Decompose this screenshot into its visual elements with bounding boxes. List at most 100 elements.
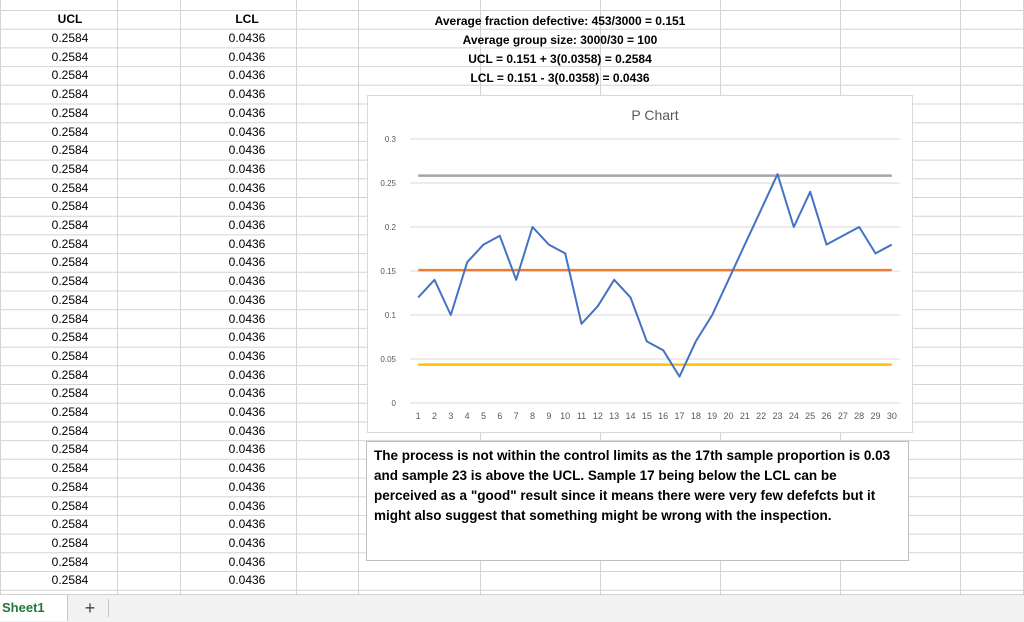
- ucl-value-cell[interactable]: 0.2584: [51, 87, 89, 102]
- ucl-value-cell[interactable]: 0.2584: [51, 479, 89, 494]
- ucl-column-header[interactable]: UCL: [57, 12, 83, 26]
- x-tick-label: 12: [593, 411, 603, 421]
- ucl-value-cell[interactable]: 0.2584: [51, 386, 89, 401]
- lcl-value-cell[interactable]: 0.0436: [228, 87, 266, 102]
- lcl-value-cell[interactable]: 0.0436: [228, 292, 266, 307]
- ucl-value-cell[interactable]: 0.2584: [51, 105, 89, 120]
- x-tick-label: 17: [674, 411, 684, 421]
- lcl-value-cell[interactable]: 0.0436: [228, 143, 266, 158]
- x-tick-label: 20: [723, 411, 733, 421]
- x-tick-label: 23: [772, 411, 782, 421]
- ucl-value-cell[interactable]: 0.2584: [51, 367, 89, 382]
- sheet-tab-bar: Sheet1 +: [0, 594, 1024, 622]
- ucl-value-cell[interactable]: 0.2584: [51, 31, 89, 45]
- lcl-value-cell[interactable]: 0.0436: [228, 405, 266, 419]
- ucl-value-cell[interactable]: 0.2584: [51, 405, 89, 419]
- lcl-value-cell[interactable]: 0.0436: [228, 386, 266, 401]
- formula-lcl[interactable]: LCL = 0.151 - 3(0.0358) = 0.0436: [470, 71, 650, 85]
- lcl-value-cell[interactable]: 0.0436: [228, 311, 266, 326]
- lcl-value-cell[interactable]: 0.0436: [228, 330, 266, 345]
- ucl-value-cell[interactable]: 0.2584: [51, 292, 89, 307]
- lcl-value-cell[interactable]: 0.0436: [228, 124, 266, 139]
- formula-ucl[interactable]: UCL = 0.151 + 3(0.0358) = 0.2584: [468, 52, 652, 66]
- chart-title: P Chart: [631, 107, 678, 123]
- lcl-value-cell[interactable]: 0.0436: [228, 31, 266, 45]
- lcl-value-cell[interactable]: 0.0436: [228, 218, 266, 232]
- lcl-value-cell[interactable]: 0.0436: [228, 517, 266, 532]
- y-tick-label: 0.2: [385, 223, 397, 232]
- x-tick-label: 6: [497, 411, 502, 421]
- p-chart[interactable]: P Chart 0 0.05 0.1 0.15 0.2 0.25 0.3 1 2 3 4 5 6 7 8 9 10…: [367, 95, 913, 433]
- x-tick-label: 10: [560, 411, 570, 421]
- x-tick-label: 18: [691, 411, 701, 421]
- ucl-value-cell[interactable]: 0.2584: [51, 423, 89, 438]
- x-tick-label: 9: [546, 411, 551, 421]
- x-tick-label: 14: [625, 411, 635, 421]
- lcl-value-cell[interactable]: 0.0436: [228, 68, 266, 83]
- lcl-column-header[interactable]: LCL: [235, 12, 259, 26]
- lcl-value-cell[interactable]: 0.0436: [228, 498, 266, 513]
- ucl-value-cell[interactable]: 0.2584: [51, 554, 89, 569]
- ucl-value-cell[interactable]: 0.2584: [51, 348, 89, 363]
- x-tick-label: 30: [887, 411, 897, 421]
- x-tick-label: 4: [465, 411, 470, 421]
- x-tick-label: 15: [642, 411, 652, 421]
- x-tick-label: 3: [448, 411, 453, 421]
- x-tick-label: 5: [481, 411, 486, 421]
- tab-divider: [108, 599, 109, 617]
- lcl-value-cell[interactable]: 0.0436: [228, 442, 266, 457]
- lcl-value-cell[interactable]: 0.0436: [228, 479, 266, 494]
- add-sheet-button[interactable]: +: [84, 598, 96, 618]
- x-tick-label: 19: [707, 411, 717, 421]
- ucl-value-cell[interactable]: 0.2584: [51, 161, 89, 176]
- x-tick-label: 29: [870, 411, 880, 421]
- lcl-value-cell[interactable]: 0.0436: [228, 236, 266, 251]
- formula-avg-fraction[interactable]: Average fraction defective: 453/3000 = 0…: [434, 14, 686, 28]
- ucl-value-cell[interactable]: 0.2584: [51, 274, 89, 289]
- ucl-value-cell[interactable]: 0.2584: [51, 180, 89, 195]
- x-tick-label: 25: [805, 411, 815, 421]
- sheet-tab-sheet1[interactable]: Sheet1: [0, 595, 68, 621]
- conclusion-text-box[interactable]: The process is not within the control li…: [366, 441, 909, 561]
- lcl-value-cell[interactable]: 0.0436: [228, 274, 266, 289]
- ucl-value-cell[interactable]: 0.2584: [51, 330, 89, 345]
- ucl-value-cell[interactable]: 0.2584: [51, 199, 89, 214]
- lcl-value-cell[interactable]: 0.0436: [228, 535, 266, 550]
- x-tick-label: 1: [416, 411, 421, 421]
- lcl-value-cell[interactable]: 0.0436: [228, 573, 266, 588]
- ucl-value-cell[interactable]: 0.2584: [51, 218, 89, 232]
- x-tick-label: 2: [432, 411, 437, 421]
- ucl-value-cell[interactable]: 0.2584: [51, 143, 89, 158]
- x-tick-label: 27: [838, 411, 848, 421]
- lcl-value-cell[interactable]: 0.0436: [228, 423, 266, 438]
- ucl-value-cell[interactable]: 0.2584: [51, 442, 89, 457]
- x-tick-label: 11: [577, 411, 586, 421]
- ucl-value-cell[interactable]: 0.2584: [51, 461, 89, 476]
- lcl-value-cell[interactable]: 0.0436: [228, 105, 266, 120]
- ucl-value-cell[interactable]: 0.2584: [51, 498, 89, 513]
- ucl-value-cell[interactable]: 0.2584: [51, 124, 89, 139]
- x-tick-label: 13: [609, 411, 619, 421]
- lcl-value-cell[interactable]: 0.0436: [228, 49, 266, 64]
- lcl-value-cell[interactable]: 0.0436: [228, 348, 266, 363]
- lcl-value-cell[interactable]: 0.0436: [228, 255, 266, 270]
- ucl-value-cell[interactable]: 0.2584: [51, 236, 89, 251]
- lcl-value-cell[interactable]: 0.0436: [228, 461, 266, 476]
- ucl-value-cell[interactable]: 0.2584: [51, 535, 89, 550]
- ucl-value-cell[interactable]: 0.2584: [51, 517, 89, 532]
- ucl-value-cell[interactable]: 0.2584: [51, 68, 89, 83]
- lcl-value-cell[interactable]: 0.0436: [228, 554, 266, 569]
- ucl-value-cell[interactable]: 0.2584: [51, 255, 89, 270]
- formula-avg-group-size[interactable]: Average group size: 3000/30 = 100: [462, 33, 658, 47]
- lcl-value-cell[interactable]: 0.0436: [228, 161, 266, 176]
- lcl-value-cell[interactable]: 0.0436: [228, 367, 266, 382]
- ucl-value-cell[interactable]: 0.2584: [51, 311, 89, 326]
- lcl-value-cell[interactable]: 0.0436: [228, 199, 266, 214]
- x-tick-label: 28: [854, 411, 864, 421]
- lcl-value-cell[interactable]: 0.0436: [228, 180, 266, 195]
- ucl-value-cell[interactable]: 0.2584: [51, 573, 89, 588]
- ucl-value-cell[interactable]: 0.2584: [51, 49, 89, 64]
- x-tick-label: 24: [789, 411, 799, 421]
- x-tick-label: 21: [740, 411, 750, 421]
